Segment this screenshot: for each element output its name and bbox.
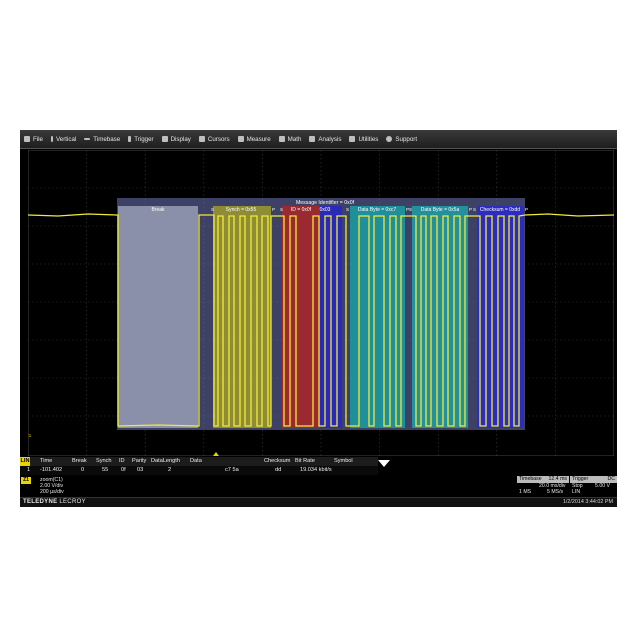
expand-table-arrow-icon[interactable] (378, 460, 390, 467)
checksum-label: Checksum = 0xdd (480, 207, 520, 213)
oscilloscope-window: File Vertical Timebase Trigger Display C… (20, 130, 617, 507)
date-time: 1/2/2014 3:44:02 PM (562, 499, 613, 505)
message-label: Message Identifier = 0x0f (296, 200, 355, 206)
break-segment (118, 206, 198, 428)
table-row[interactable] (20, 466, 378, 475)
timebase-icon (84, 138, 91, 140)
menu-cursors[interactable]: Cursors (195, 130, 234, 148)
id-label: ID = 0x0f (291, 207, 312, 213)
row-time: -101.402 (40, 467, 63, 473)
teledyne-lecroy-logo: TELEDYNE LECROY (23, 499, 86, 505)
col-data: Data (190, 458, 202, 464)
trigger-mode: Stop (572, 483, 583, 489)
col-parity: Parity (132, 458, 147, 464)
zoom-tag: Z1 (21, 477, 31, 484)
waveform-svg: Message Identifier = 0x0f Break S Synch … (28, 150, 614, 456)
row-bitrate: 19.034 kbit/s (300, 467, 332, 473)
row-synch: 55 (102, 467, 109, 473)
menu-math[interactable]: Math (275, 130, 306, 148)
col-time: Time (40, 458, 53, 464)
support-icon (386, 136, 393, 142)
utilities-icon (349, 136, 356, 142)
menu-display[interactable]: Display (158, 130, 195, 148)
synch-p-marker: P (272, 207, 275, 212)
checksum-s-marker: S (473, 207, 476, 212)
analysis-icon (309, 136, 316, 142)
data1-s-marker: S (346, 207, 349, 212)
menu-utilities[interactable]: Utilities (345, 130, 382, 148)
data1-p-marker: P (406, 207, 409, 212)
parity-label: 0x03 (320, 207, 331, 213)
col-synch: Synch (96, 458, 112, 464)
data-byte-1-label: Data Byte = 0xc7 (358, 207, 396, 213)
menu-trigger[interactable]: Trigger (124, 130, 157, 148)
checksum-segment (477, 206, 524, 428)
timebase-delay: 12.4 ms (548, 476, 567, 482)
display-icon (161, 136, 168, 142)
checksum-p-marker: P (525, 207, 528, 212)
data-byte-1-segment (350, 206, 405, 428)
col-id: ID (119, 458, 125, 464)
row-datalength: 2 (168, 467, 172, 473)
timebase-points: 1 MS (519, 489, 532, 495)
trigger-level: 5.00 V (595, 483, 610, 489)
decode-table: LIN Time Break Synch ID Parity DataLengt… (20, 457, 617, 475)
trigger-position-icon[interactable] (213, 452, 219, 456)
data2-s-marker: S (409, 207, 412, 212)
menu-support[interactable]: Support (382, 130, 421, 148)
channel-marker: Z1 (28, 433, 32, 438)
row-id: 0f (121, 467, 126, 473)
synch-label: Synch = 0x55 (226, 207, 257, 213)
measure-icon (237, 136, 244, 142)
cursors-icon (198, 136, 205, 142)
trigger-flag: DC (607, 476, 616, 482)
row-checksum: dd (275, 467, 282, 473)
col-symbol: Symbol (334, 458, 353, 464)
waveform-display[interactable]: Message Identifier = 0x0f Break S Synch … (28, 150, 614, 456)
timebase-rate: 5 MS/s (547, 489, 564, 495)
menu-file[interactable]: File (20, 130, 47, 148)
math-icon (278, 136, 285, 142)
timebase-trigger-descriptor[interactable]: Timebase 12.4 ms Trigger DC 20.0 ms/div 1 … (517, 476, 617, 496)
zoom-tdiv: 200 µs/div (40, 489, 64, 495)
col-bitrate: Bit Rate (295, 458, 315, 464)
menu-vertical[interactable]: Vertical (47, 130, 80, 148)
zoom-channel-descriptor[interactable]: Z1 zoom(C1) 2.00 V/div 200 µs/div (20, 476, 66, 496)
lin-tag[interactable]: LIN (20, 457, 30, 466)
menu-bar: File Vertical Timebase Trigger Display C… (20, 130, 617, 149)
trigger-type: LIN (572, 489, 581, 495)
id-s-marker: S (280, 207, 283, 212)
trigger-header: Trigger DC (570, 476, 617, 483)
id-segment (282, 206, 320, 428)
col-checksum: Checksum (264, 458, 291, 464)
trigger-icon (128, 136, 132, 142)
zoom-name: zoom(C1) (40, 477, 63, 483)
col-datalength: DataLength (151, 458, 180, 464)
timebase-header: Timebase 12.4 ms (517, 476, 569, 483)
row-index: 1 (27, 467, 31, 473)
signal-trace (28, 213, 614, 427)
col-break: Break (72, 458, 87, 464)
vertical-icon (50, 136, 53, 142)
break-label: Break (151, 207, 165, 213)
data-byte-2-label: Data Byte = 0x5a (421, 207, 460, 213)
status-footer: TELEDYNE LECROY 1/2/2014 3:44:02 PM (20, 497, 617, 507)
timebase-tdiv: 20.0 ms/div (539, 483, 566, 489)
row-parity: 03 (137, 467, 144, 473)
synch-s-marker: S (211, 207, 214, 212)
menu-measure[interactable]: Measure (234, 130, 275, 148)
menu-analysis[interactable]: Analysis (305, 130, 345, 148)
row-break: 0 (81, 467, 85, 473)
file-icon (24, 136, 30, 142)
menu-timebase[interactable]: Timebase (80, 130, 124, 148)
row-data: c7 5a (225, 467, 239, 473)
decode-table-header (20, 457, 378, 466)
zoom-vdiv: 2.00 V/div (40, 483, 64, 489)
data2-p-marker: P (469, 207, 472, 212)
